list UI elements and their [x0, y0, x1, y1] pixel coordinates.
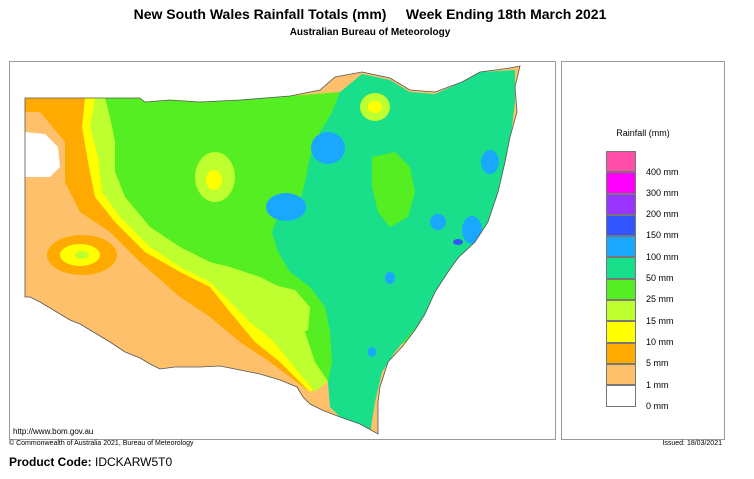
zone-150-200mm-coast: [453, 239, 463, 245]
rainfall-map: [24, 65, 521, 435]
product-code-value: IDCKARW5T0: [95, 455, 173, 469]
legend-label: 1 mm: [646, 379, 669, 390]
legend-label: 150 mm: [646, 230, 679, 241]
legend-labels: 400 mm 300 mm 200 mm 150 mm 100 mm 50 mm 25 mm…: [646, 151, 679, 411]
legend-label: 15 mm: [646, 315, 674, 326]
legend-swatch: [606, 321, 636, 343]
zone-100-150mm-coast-mid: [462, 216, 482, 244]
map-subtitle: Australian Bureau of Meteorology: [289, 27, 451, 38]
legend-label: 10 mm: [646, 336, 674, 347]
legend-label: 300 mm: [646, 187, 679, 198]
zone-100-150mm-north: [311, 132, 345, 164]
zone-15-25mm-centre: [245, 284, 310, 337]
legend-swatch: [606, 257, 636, 279]
legend-label: 400 mm: [646, 166, 679, 177]
rainfall-map-panel: http://www.bom.gov.au: [9, 61, 556, 440]
zone-100-150mm-coast-north: [481, 150, 499, 174]
legend-swatch: [606, 363, 636, 386]
legend-label: 5 mm: [646, 358, 669, 369]
map-title: New South Wales Rainfall Totals (mm) Wee…: [133, 6, 607, 22]
legend-swatch: [606, 151, 636, 173]
bom-url[interactable]: http://www.bom.gov.au: [13, 427, 94, 436]
zone-100-150mm-south: [368, 347, 376, 357]
legend-swatches: [606, 151, 636, 407]
legend-swatch: [606, 214, 636, 237]
legend-swatch: [606, 172, 636, 194]
zone-50-100mm-northeast: [450, 70, 515, 117]
legend-title: Rainfall (mm): [616, 128, 670, 138]
product-code: Product Code: IDCKARW5T0: [9, 455, 172, 469]
legend-swatch: [606, 342, 636, 364]
zone-100-150mm-centre: [266, 193, 306, 221]
issued-date: Issued: 18/03/2021: [662, 440, 722, 447]
legend-label: 100 mm: [646, 251, 679, 262]
legend-swatch: [606, 278, 636, 301]
legend-swatch: [606, 236, 636, 258]
legend-label: 50 mm: [646, 273, 674, 284]
legend-panel: Rainfall (mm) 400 mm 300 mm 200 mm 150 mm 10…: [561, 61, 725, 440]
zone-10-15mm-west-centre: [206, 170, 222, 190]
legend-label: 25 mm: [646, 294, 674, 305]
zone-0-1mm: [25, 132, 60, 177]
zone-10-15mm-north: [368, 101, 382, 113]
nsw-state-outline: [24, 65, 521, 435]
legend-swatch: [606, 385, 636, 407]
legend-swatch: [606, 193, 636, 215]
copyright-text: © Commonwealth of Australia 2021, Bureau…: [9, 440, 194, 447]
product-code-label: Product Code:: [9, 455, 92, 469]
legend-label: 200 mm: [646, 209, 679, 220]
zone-100-150mm-hunter: [430, 214, 446, 230]
zone-15-25mm-far-west: [75, 251, 89, 259]
legend-label: 0 mm: [646, 400, 669, 411]
zone-100-150mm-inland: [385, 272, 395, 284]
zone-25-50mm-tablelands: [372, 152, 415, 227]
legend-swatch: [606, 300, 636, 322]
